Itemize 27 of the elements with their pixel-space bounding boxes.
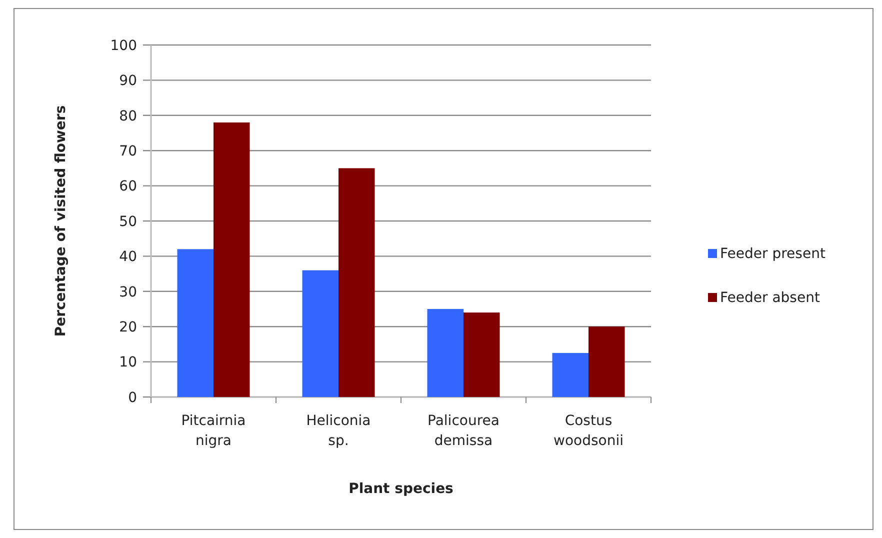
- y-tick-label: 80: [119, 108, 137, 124]
- bar: [588, 326, 625, 397]
- y-tick-label: 70: [119, 144, 137, 160]
- y-axis-title: Percentage of visited flowers: [53, 105, 69, 337]
- y-tick-label: 90: [119, 73, 137, 90]
- bar: [464, 312, 500, 397]
- x-tick-label: Costus woodsonii: [554, 413, 624, 449]
- bar: [427, 309, 464, 397]
- bar: [214, 122, 250, 397]
- x-axis-title: Plant species: [348, 481, 454, 497]
- bar: [302, 270, 338, 397]
- x-tick-label: Palicourea demissa: [428, 413, 500, 449]
- y-tick-label: 60: [119, 178, 137, 195]
- x-tick-label: Pitcairnia nigra: [181, 413, 246, 449]
- y-tick-label: 10: [119, 354, 137, 371]
- legend-label: Feeder present: [720, 246, 826, 262]
- y-tick-label: 100: [110, 38, 137, 54]
- y-tick-label: 30: [119, 284, 137, 300]
- y-tick-label: 20: [119, 320, 137, 336]
- y-tick-label: 40: [119, 249, 137, 266]
- y-tick-label: 50: [119, 214, 137, 230]
- bar: [552, 353, 588, 397]
- y-tick-label: 0: [128, 390, 137, 406]
- bar: [338, 168, 375, 397]
- bar: [177, 249, 214, 397]
- legend-label: Feeder absent: [720, 290, 820, 306]
- x-tick-label: Heliconia sp.: [306, 413, 371, 449]
